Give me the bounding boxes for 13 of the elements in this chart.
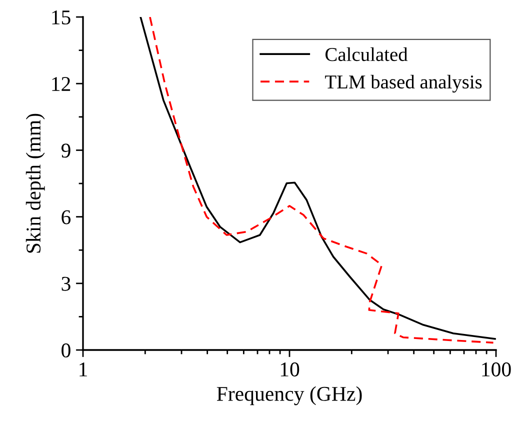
y-tick-label: 0 — [62, 343, 70, 358]
legend-label: Calculated — [326, 47, 408, 62]
y-tick-label: 15 — [52, 10, 70, 24]
legend-label: TLM based analysis — [325, 74, 482, 93]
x-tick-label: 100 — [482, 362, 511, 376]
x-tick-label: 10 — [280, 362, 300, 376]
y-tick-label: 3 — [62, 276, 70, 291]
y-tick-label: 12 — [52, 77, 70, 91]
x-tick-label: 1 — [80, 362, 87, 376]
y-axis-title: Skin depth (mm) — [26, 114, 45, 253]
x-axis-title: Frequency (GHz) — [216, 386, 362, 406]
y-tick-label: 9 — [61, 144, 70, 158]
y-tick-label: 6 — [62, 210, 71, 224]
